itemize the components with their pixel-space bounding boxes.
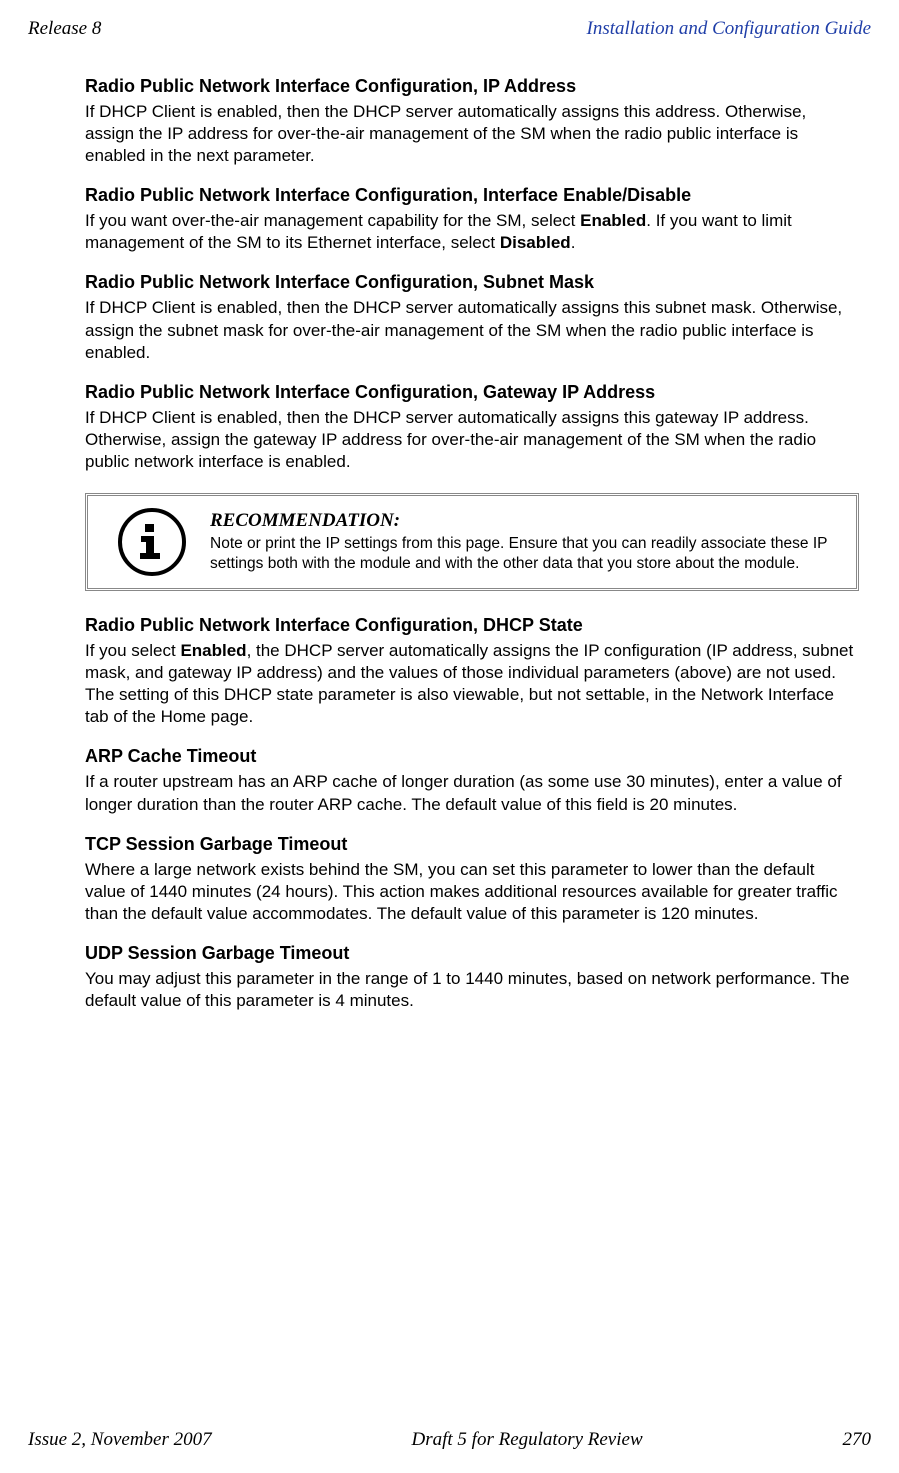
section-title-tcp-timeout: TCP Session Garbage Timeout: [85, 834, 859, 855]
text-bold-disabled: Disabled: [500, 233, 571, 252]
page-content: Radio Public Network Interface Configura…: [0, 40, 899, 1012]
section-title-interface-enable: Radio Public Network Interface Configura…: [85, 185, 859, 206]
text-fragment: If you want over-the-air management capa…: [85, 211, 580, 230]
section-body-ip-address: If DHCP Client is enabled, then the DHCP…: [85, 101, 859, 167]
section-body-arp-cache: If a router upstream has an ARP cache of…: [85, 771, 859, 815]
page-footer: Issue 2, November 2007 Draft 5 for Regul…: [0, 1429, 899, 1451]
section-body-subnet-mask: If DHCP Client is enabled, then the DHCP…: [85, 297, 859, 363]
text-bold-enabled: Enabled: [580, 211, 646, 230]
section-body-udp-timeout: You may adjust this parameter in the ran…: [85, 968, 859, 1012]
callout-text-block: RECOMMENDATION: Note or print the IP set…: [210, 510, 842, 574]
text-fragment: .: [571, 233, 576, 252]
section-title-gateway: Radio Public Network Interface Configura…: [85, 382, 859, 403]
recommendation-callout: RECOMMENDATION: Note or print the IP set…: [85, 493, 859, 591]
section-title-arp-cache: ARP Cache Timeout: [85, 746, 859, 767]
section-body-dhcp-state: If you select Enabled, the DHCP server a…: [85, 640, 859, 728]
footer-issue: Issue 2, November 2007: [28, 1429, 212, 1451]
callout-body: Note or print the IP settings from this …: [210, 534, 842, 574]
info-icon: [118, 508, 186, 576]
section-title-ip-address: Radio Public Network Interface Configura…: [85, 76, 859, 97]
header-guide-title: Installation and Configuration Guide: [587, 18, 871, 40]
section-title-udp-timeout: UDP Session Garbage Timeout: [85, 943, 859, 964]
text-bold-enabled: Enabled: [180, 641, 246, 660]
section-body-tcp-timeout: Where a large network exists behind the …: [85, 859, 859, 925]
text-fragment: If you select: [85, 641, 180, 660]
footer-draft: Draft 5 for Regulatory Review: [412, 1429, 643, 1451]
callout-title: RECOMMENDATION:: [210, 510, 842, 532]
section-title-dhcp-state: Radio Public Network Interface Configura…: [85, 615, 859, 636]
section-title-subnet-mask: Radio Public Network Interface Configura…: [85, 272, 859, 293]
section-body-interface-enable: If you want over-the-air management capa…: [85, 210, 859, 254]
footer-page-number: 270: [843, 1429, 872, 1451]
page-header: Release 8 Installation and Configuration…: [0, 0, 899, 40]
header-release: Release 8: [28, 18, 101, 40]
section-body-gateway: If DHCP Client is enabled, then the DHCP…: [85, 407, 859, 473]
info-icon-glyph: [137, 524, 167, 560]
